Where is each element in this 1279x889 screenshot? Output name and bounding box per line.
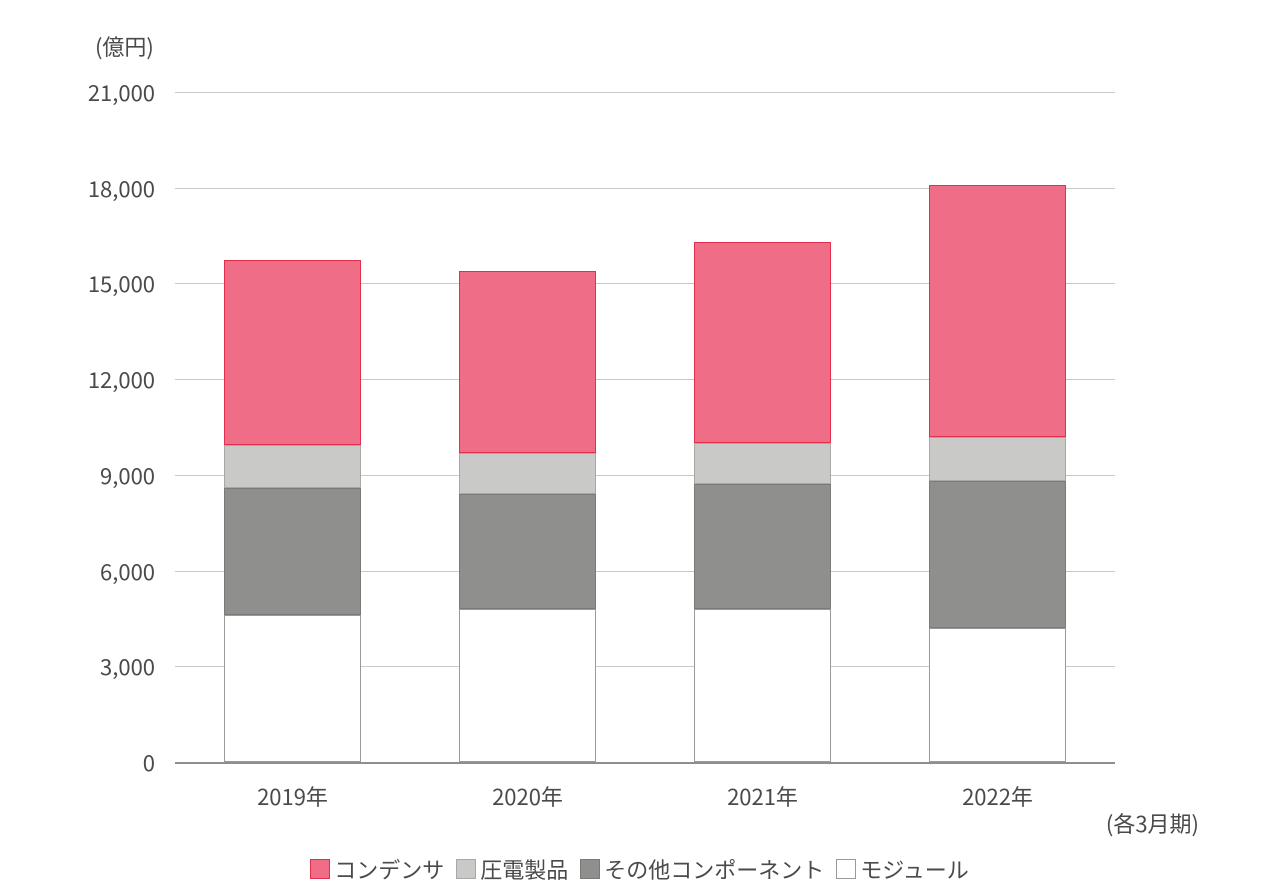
bar-segment-piezo — [459, 453, 595, 494]
legend-item-capacitor: コンデンサ — [310, 853, 444, 885]
x-tick-label: 2021年 — [727, 780, 798, 812]
plot-area: 03,0006,0009,00012,00015,00018,00021,000… — [175, 92, 1115, 762]
bar-segment-capacitor — [694, 242, 830, 443]
bar-segment-module — [694, 609, 830, 762]
legend: コンデンサ 圧電製品 その他コンポーネント モジュール — [0, 853, 1279, 885]
bar-segment-module — [459, 609, 595, 762]
y-tick-label: 21,000 — [35, 76, 155, 108]
bar-segment-module — [929, 628, 1065, 762]
legend-label: 圧電製品 — [480, 853, 568, 885]
y-tick-label: 6,000 — [35, 555, 155, 587]
y-tick-label: 0 — [35, 746, 155, 778]
legend-swatch-other — [580, 859, 600, 879]
bar-segment-capacitor — [929, 185, 1065, 437]
legend-item-other: その他コンポーネント — [580, 853, 824, 885]
bar-segment-piezo — [929, 437, 1065, 482]
x-tick-label: 2019年 — [257, 780, 328, 812]
baseline — [175, 762, 1115, 764]
bar-segment-capacitor — [224, 260, 360, 445]
y-axis-unit-label: (億円) — [95, 30, 154, 62]
bar-segment-piezo — [224, 445, 360, 488]
legend-swatch-capacitor — [310, 859, 330, 879]
bar-group: 2022年 — [929, 185, 1065, 762]
bar-segment-module — [224, 615, 360, 762]
bar-segment-capacitor — [459, 271, 595, 453]
bar-segment-other — [224, 488, 360, 616]
bar-segment-other — [694, 484, 830, 608]
x-tick-label: 2020年 — [492, 780, 563, 812]
chart-container: (億円) 03,0006,0009,00012,00015,00018,0002… — [0, 0, 1279, 889]
legend-swatch-module — [836, 859, 856, 879]
bar-segment-other — [929, 481, 1065, 628]
legend-swatch-piezo — [456, 859, 476, 879]
x-tick-label: 2022年 — [962, 780, 1033, 812]
gridline — [175, 92, 1115, 93]
y-tick-label: 15,000 — [35, 267, 155, 299]
legend-label: その他コンポーネント — [604, 853, 824, 885]
bar-segment-other — [459, 494, 595, 609]
y-tick-label: 18,000 — [35, 172, 155, 204]
legend-item-piezo: 圧電製品 — [456, 853, 568, 885]
y-tick-label: 12,000 — [35, 363, 155, 395]
bar-group: 2021年 — [694, 242, 830, 762]
bar-group: 2020年 — [459, 271, 595, 762]
legend-label: コンデンサ — [334, 853, 444, 885]
legend-label: モジュール — [860, 853, 968, 885]
bar-group: 2019年 — [224, 260, 360, 763]
bar-segment-piezo — [694, 443, 830, 484]
y-tick-label: 3,000 — [35, 650, 155, 682]
x-axis-note-label: (各3月期) — [1106, 807, 1199, 839]
legend-item-module: モジュール — [836, 853, 968, 885]
y-tick-label: 9,000 — [35, 459, 155, 491]
